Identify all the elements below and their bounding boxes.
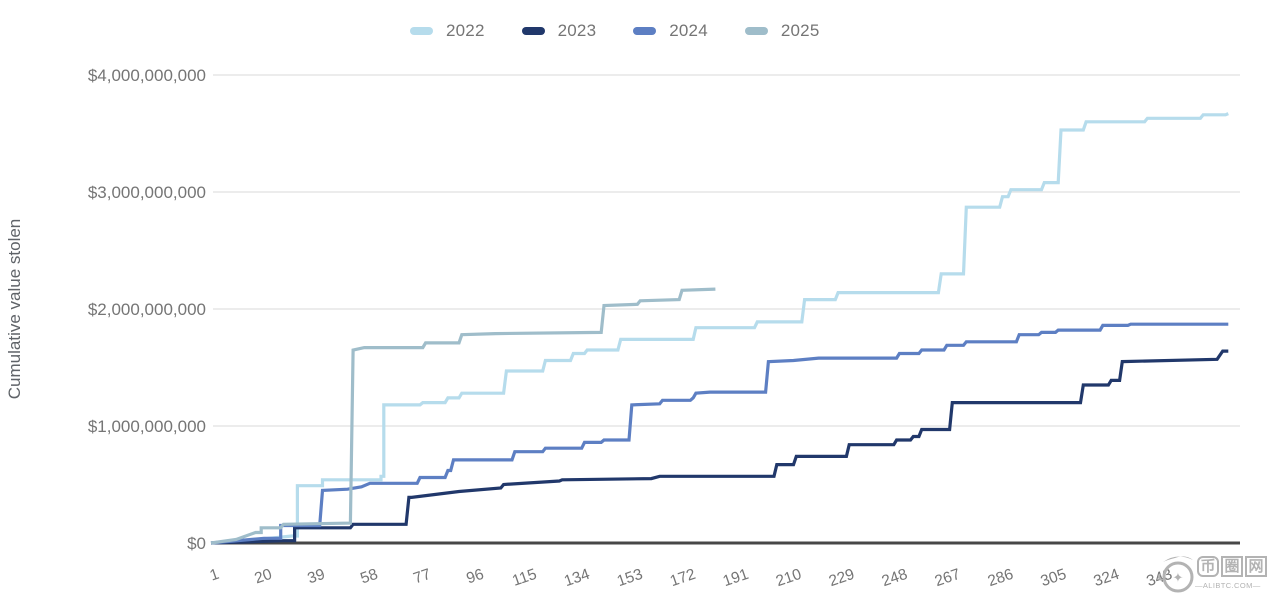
- coin-star-logo-icon: ✦: [1157, 556, 1194, 593]
- watermark-site-url: —ALIBTC.COM—: [1195, 581, 1261, 590]
- x-tick-label: 248: [880, 566, 910, 590]
- legend-label: 2023: [557, 21, 597, 40]
- x-tick-label: 58: [358, 566, 380, 588]
- series-line-2025: [210, 287, 716, 545]
- x-tick-label: 191: [721, 566, 751, 590]
- legend-swatch-2023: [521, 27, 545, 35]
- legend-item-2024[interactable]: 2024: [633, 21, 708, 41]
- legend-swatch-2022: [410, 27, 433, 35]
- x-tick-label: 134: [562, 566, 592, 591]
- x-tick-label: 172: [668, 566, 698, 590]
- watermark-char: 币: [1197, 556, 1219, 577]
- watermark-char: 圈: [1221, 556, 1243, 577]
- series-line-2022: [210, 112, 1229, 545]
- y-tick-label: $2,000,000,000: [88, 300, 206, 319]
- x-tick-label: 115: [510, 566, 539, 590]
- x-tick-label: 153: [615, 566, 645, 590]
- x-tick-label: 20: [252, 566, 274, 588]
- legend-label: 2025: [780, 21, 820, 40]
- watermark-char: 网: [1245, 556, 1267, 577]
- watermark: ✦ 币圈网 —ALIBTC.COM—: [1157, 548, 1267, 596]
- x-tick-label: 305: [1039, 566, 1069, 590]
- y-tick-label: $0: [187, 534, 206, 553]
- legend-swatch-2025: [744, 27, 768, 35]
- y-tick-label: $1,000,000,000: [88, 417, 206, 436]
- watermark-site-name: 币圈网: [1197, 556, 1267, 577]
- x-axis-labels: 1 20 39 58 77 96 115 134 153 172 191 210 229 248 267 28…: [208, 566, 1175, 591]
- x-tick-label: 96: [464, 566, 486, 588]
- y-tick-label: $3,000,000,000: [88, 183, 206, 202]
- x-tick-label: 210: [774, 566, 804, 591]
- legend-label: 2022: [446, 21, 485, 40]
- y-axis-title: Cumulative value stolen: [5, 219, 24, 399]
- legend-swatch-2024: [633, 27, 657, 35]
- x-tick-label: 77: [411, 566, 433, 588]
- series-lines: [210, 112, 1229, 545]
- x-tick-label: 39: [305, 566, 327, 588]
- legend-item-2023[interactable]: 2023: [521, 21, 597, 41]
- legend-item-2022[interactable]: 2022: [410, 21, 485, 41]
- y-axis-labels: $4,000,000,000 $3,000,000,000 $2,000,000,0…: [88, 66, 206, 553]
- series-line-2023: [210, 349, 1229, 545]
- legend-label: 2024: [669, 21, 708, 40]
- x-tick-label: 267: [933, 566, 963, 590]
- x-tick-label: 324: [1092, 566, 1122, 591]
- x-tick-label: 286: [986, 566, 1016, 590]
- x-tick-label: 1: [208, 566, 222, 585]
- legend: 2022 2023 2024 2025: [410, 21, 820, 41]
- svg-text:✦: ✦: [1173, 570, 1184, 585]
- legend-item-2025[interactable]: 2025: [744, 21, 820, 41]
- gridlines: [213, 74, 1240, 545]
- x-tick-label: 229: [827, 566, 857, 590]
- y-tick-label: $4,000,000,000: [88, 66, 206, 85]
- series-line-2024: [210, 322, 1229, 545]
